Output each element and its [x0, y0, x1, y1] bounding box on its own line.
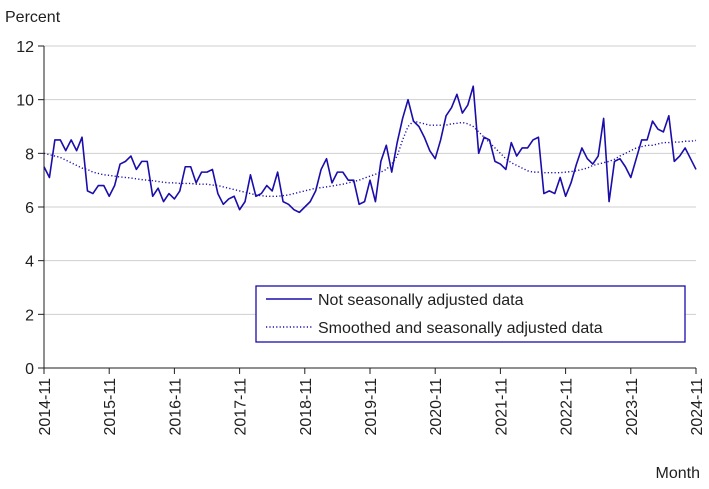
y-axis-title: Percent [5, 9, 61, 26]
legend-label-smoothed: Smoothed and seasonally adjusted data [318, 320, 603, 337]
y-tick-label: 4 [25, 254, 34, 271]
x-tick-label: 2021-11 [493, 378, 510, 436]
x-axis: 2014-11 2015-11 2016-11 2017-11 2018-11 2019-… [37, 368, 706, 436]
y-tick-label: 8 [25, 146, 34, 163]
x-tick-label: 2023-11 [624, 378, 641, 436]
x-tick-label: 2015-11 [102, 378, 119, 436]
x-tick-label: 2020-11 [428, 378, 445, 436]
series [43, 85, 697, 214]
x-tick-label: 2019-11 [363, 378, 380, 436]
x-tick-label: 2018-11 [298, 378, 315, 436]
y-tick-label: 6 [25, 200, 34, 217]
x-tick-label: 2022-11 [559, 378, 576, 436]
x-tick-label: 2024-11 [689, 378, 706, 436]
x-tick-label: 2017-11 [233, 378, 250, 436]
y-tick-label: 10 [16, 93, 34, 110]
x-tick-label: 2014-11 [37, 378, 54, 436]
legend-label-not-adjusted: Not seasonally adjusted data [318, 292, 524, 309]
legend-box [255, 285, 686, 343]
x-axis-title: Month [656, 465, 700, 482]
y-tick-label: 2 [25, 307, 34, 324]
x-tick-label: 2016-11 [167, 378, 184, 436]
y-tick-label: 12 [16, 39, 34, 56]
series-line-smoothed [43, 120, 697, 197]
y-axis: 0 2 4 6 8 10 12 [16, 39, 44, 378]
series-line-not-adjusted [43, 85, 697, 214]
y-tick-label: 0 [25, 361, 34, 378]
legend: Not seasonally adjusted data Smoothed an… [255, 285, 686, 343]
